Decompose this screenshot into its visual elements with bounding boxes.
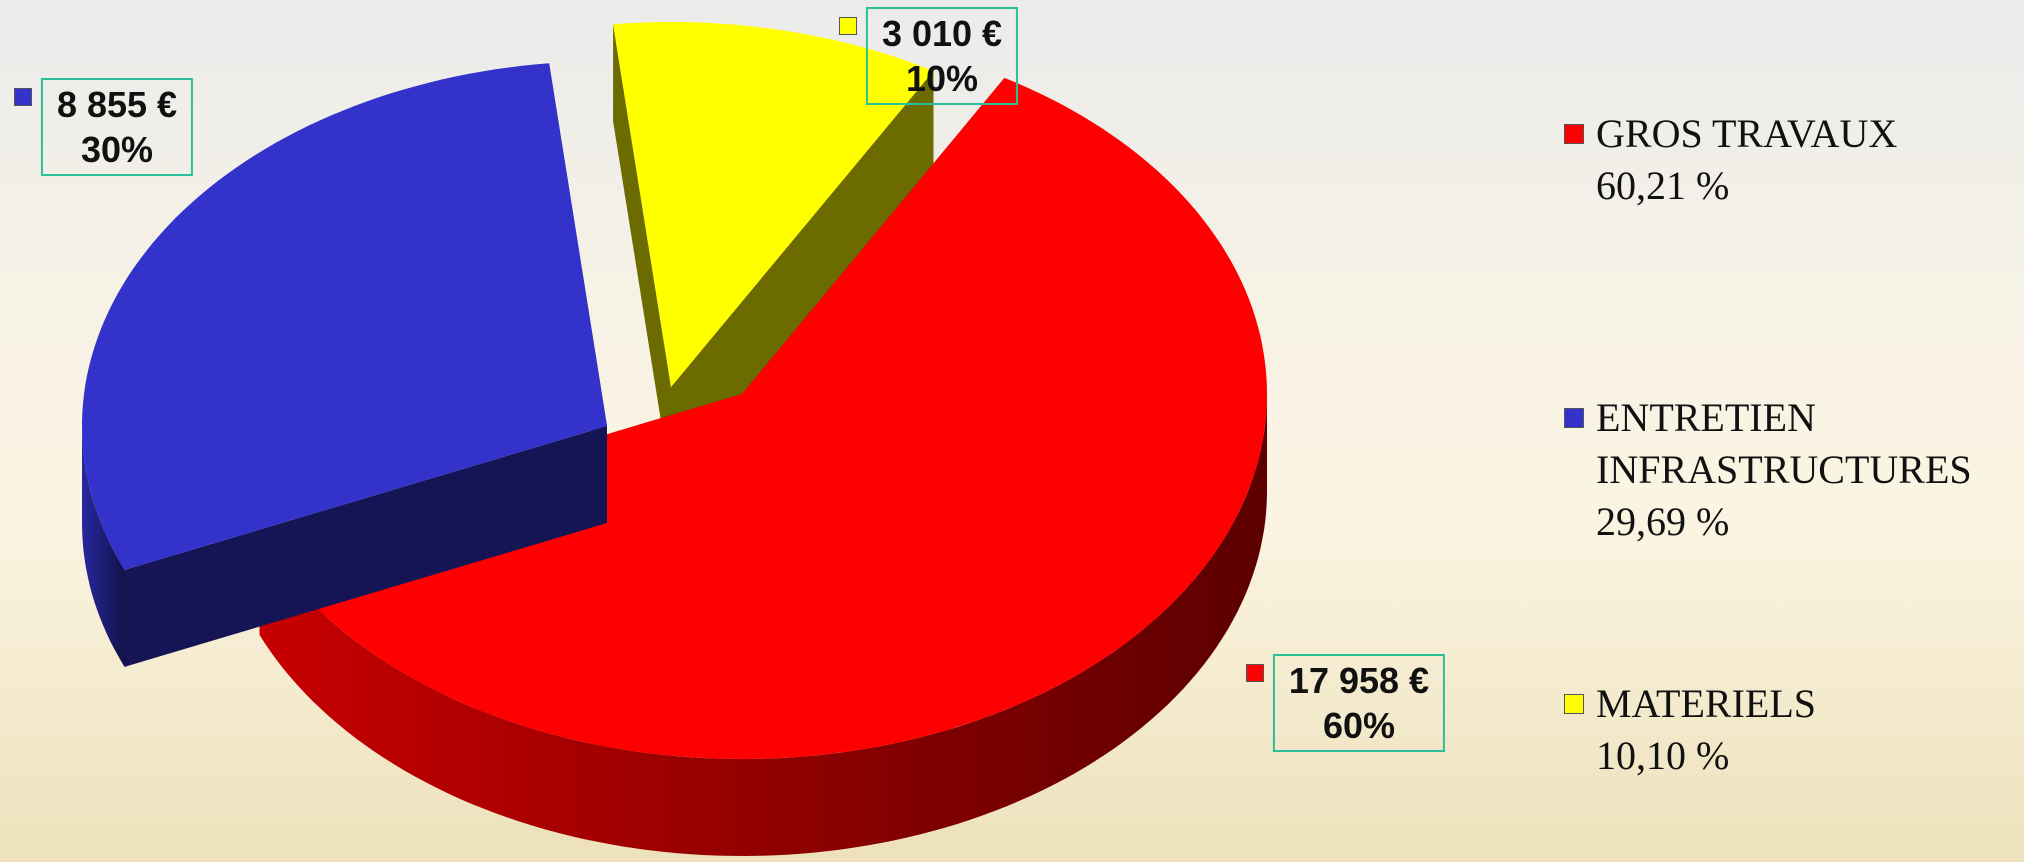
legend-swatch bbox=[1564, 408, 1584, 428]
legend-item: GROS TRAVAUX 60,21 % bbox=[1562, 108, 2002, 212]
label-marker bbox=[13, 88, 32, 106]
legend-text: MATERIELS 10,10 % bbox=[1596, 678, 2002, 782]
percent-label: 60% bbox=[1322, 705, 1396, 746]
data-label: 3 010 €10% bbox=[865, 7, 1019, 105]
legend-item: MATERIELS 10,10 % bbox=[1562, 678, 2002, 782]
slice-side bbox=[671, 70, 934, 485]
slice-top bbox=[259, 77, 1267, 759]
slice-top bbox=[613, 22, 934, 387]
legend-share: 29,69 % bbox=[1596, 499, 1730, 544]
label-marker bbox=[838, 17, 857, 35]
legend-share: 10,10 % bbox=[1596, 733, 1730, 778]
legend-item: ENTRETIEN INFRASTRUCTURES 29,69 % bbox=[1562, 392, 2002, 548]
label-marker bbox=[1245, 664, 1264, 682]
legend-swatch bbox=[1564, 124, 1584, 144]
slice-side bbox=[124, 426, 607, 667]
legend-text: ENTRETIEN INFRASTRUCTURES 29,69 % bbox=[1596, 392, 2002, 548]
slice bbox=[82, 63, 607, 667]
slice bbox=[613, 22, 934, 485]
legend-share: 60,21 % bbox=[1596, 163, 1730, 208]
data-label: 8 855 €30% bbox=[40, 78, 194, 176]
percent-label: 10% bbox=[905, 58, 979, 99]
slice-wall bbox=[82, 426, 125, 667]
slice-top bbox=[82, 63, 607, 570]
legend-swatch bbox=[1564, 694, 1584, 714]
slice-side bbox=[613, 24, 671, 484]
legend-label: MATERIELS bbox=[1596, 681, 1816, 726]
legend-label: GROS TRAVAUX bbox=[1596, 111, 1898, 156]
legend-label: ENTRETIEN INFRASTRUCTURES bbox=[1596, 395, 1972, 492]
slice-wall bbox=[259, 394, 1267, 856]
value-label: 17 958 € bbox=[1288, 660, 1430, 701]
legend-text: GROS TRAVAUX 60,21 % bbox=[1596, 108, 2002, 212]
data-label: 17 958 €60% bbox=[1272, 654, 1446, 752]
percent-label: 30% bbox=[80, 129, 154, 170]
value-label: 8 855 € bbox=[56, 84, 178, 125]
value-label: 3 010 € bbox=[881, 13, 1003, 54]
